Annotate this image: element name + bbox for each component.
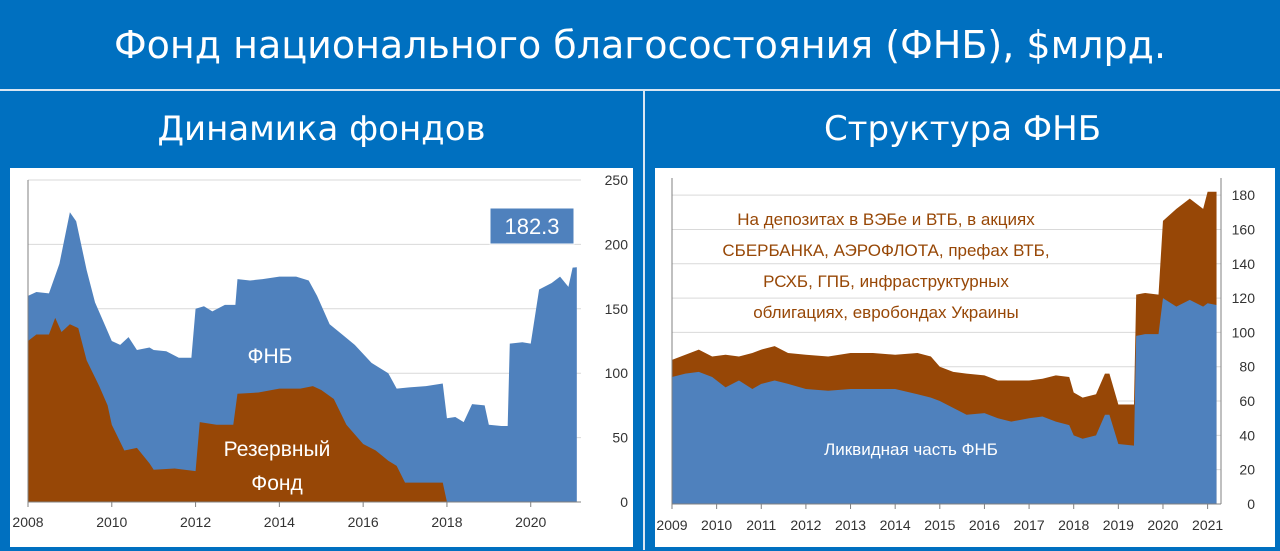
- x-tick-label: 2019: [1103, 517, 1134, 533]
- x-tick-label: 2018: [431, 514, 462, 530]
- x-tick-label: 2016: [969, 517, 1000, 533]
- x-tick-label: 2009: [656, 517, 687, 533]
- structure-annotation-line: СБЕРБАНКА, АЭРОФЛОТА, префах ВТБ,: [722, 241, 1049, 260]
- y-tick-label: 160: [1232, 221, 1256, 237]
- page-title: Фонд национального благосостояния (ФНБ),…: [113, 23, 1167, 67]
- structure-annotation-line: На депозитах в ВЭБе и ВТБ, в акциях: [737, 210, 1035, 229]
- latest-value-callout: 182.3: [504, 214, 559, 239]
- y-tick-label: 40: [1239, 427, 1255, 443]
- x-tick-label: 2020: [515, 514, 546, 530]
- x-tick-label: 2021: [1192, 517, 1223, 533]
- fnb-structure-chart: 0 20 40 60 80 100 120 140 160 180 2009 2010 2011 2012…: [656, 178, 1256, 533]
- right-panel-title: Структура ФНБ: [823, 109, 1102, 149]
- x-tick-label: 2020: [1147, 517, 1178, 533]
- left-panel-title: Динамика фондов: [157, 109, 486, 149]
- left-chart-panel: 0 50 100 150 200 250 2008 2010 2012 2014 2016 2018 2…: [10, 168, 633, 547]
- y-tick-label: 200: [605, 236, 629, 252]
- x-tick-label: 2014: [880, 517, 911, 533]
- x-tick-label: 2010: [701, 517, 732, 533]
- y-tick-label: 0: [620, 494, 628, 510]
- x-tick-label: 2018: [1058, 517, 1089, 533]
- y-tick-label: 20: [1239, 462, 1255, 478]
- x-tick-label: 2014: [264, 514, 295, 530]
- x-tick-label: 2016: [348, 514, 379, 530]
- reserve-label-line2: Фонд: [251, 472, 303, 495]
- latest-value-callout-box: [489, 207, 575, 245]
- y-tick-label: 60: [1239, 393, 1255, 409]
- liquid-part-area: [672, 298, 1217, 504]
- reserve-label-line1: Резервный: [224, 438, 331, 461]
- y-tick-label: 140: [1232, 256, 1256, 272]
- x-tick-label: 2012: [790, 517, 821, 533]
- y-tick-label: 100: [605, 365, 629, 381]
- y-tick-label: 250: [605, 172, 629, 188]
- x-tick-label: 2008: [12, 514, 43, 530]
- y-tick-label: 80: [1239, 359, 1255, 375]
- y-tick-label: 50: [612, 430, 628, 446]
- x-tick-label: 2015: [924, 517, 955, 533]
- x-tick-label: 2017: [1013, 517, 1044, 533]
- fnb-area: [28, 212, 577, 502]
- y-tick-label: 150: [605, 301, 629, 317]
- y-tick-label: 120: [1232, 290, 1256, 306]
- header-divider: [0, 89, 1280, 91]
- liquid-part-label: Ликвидная часть ФНБ: [824, 440, 998, 459]
- y-tick-label: 100: [1232, 324, 1256, 340]
- x-tick-label: 2012: [180, 514, 211, 530]
- fund-dynamics-chart: 0 50 100 150 200 250 2008 2010 2012 2014 2016 2018 2…: [12, 172, 629, 530]
- reserve-fund-area: [28, 317, 447, 502]
- structure-annotation-line: РСХБ, ГПБ, инфраструктурных: [763, 272, 1009, 291]
- right-chart-panel: 0 20 40 60 80 100 120 140 160 180 2009 2010 2011 2012…: [655, 168, 1275, 547]
- fnb-label: ФНБ: [248, 345, 293, 368]
- structure-annotation-line: облигациях, евробондах Украины: [753, 303, 1019, 322]
- x-tick-label: 2010: [96, 514, 127, 530]
- x-tick-label: 2011: [746, 517, 776, 533]
- x-tick-label: 2013: [835, 517, 866, 533]
- panel-divider: [643, 89, 645, 550]
- y-tick-label: 180: [1232, 187, 1256, 203]
- y-tick-label: 0: [1247, 496, 1255, 512]
